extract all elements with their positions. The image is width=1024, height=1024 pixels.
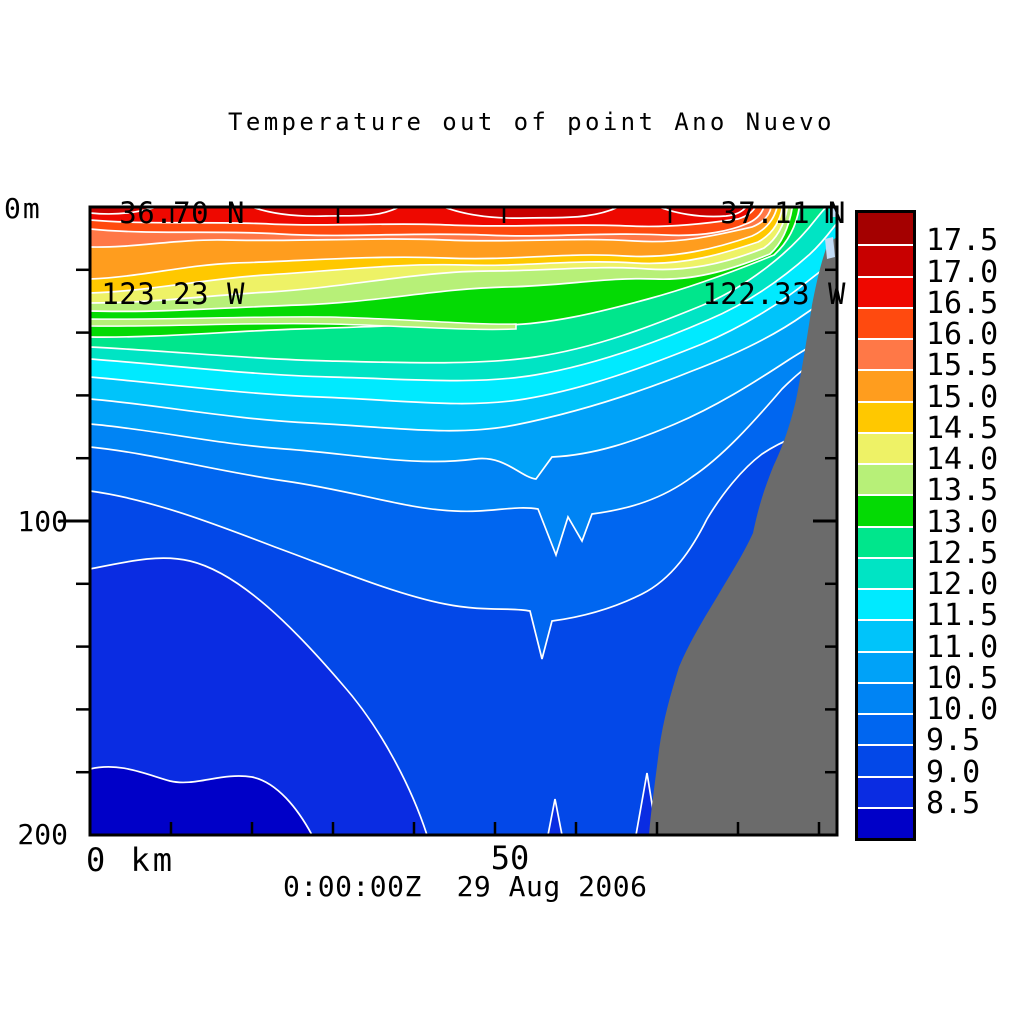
colorbar-boundary-label: 17.0 (926, 254, 999, 290)
colorbar-boundary-label: 17.5 (926, 223, 999, 259)
colorbar-boundary-label: 9.5 (926, 723, 981, 759)
colorbar-segment (858, 713, 913, 745)
colorbar-segment (858, 588, 913, 620)
depth-axis-label-100: 100 (17, 505, 68, 538)
inversion-band (90, 316, 517, 331)
colorbar-segment (858, 806, 913, 838)
colorbar-segment (858, 369, 913, 401)
coastal-pale-patch (830, 207, 837, 217)
valid-time-label: 0:00:00Z 29 Aug 2006 (283, 870, 648, 903)
colorbar-boundary-label: 15.5 (926, 348, 999, 384)
colorbar-boundary-label: 12.5 (926, 535, 999, 571)
colorbar-segment (858, 463, 913, 495)
colorbar-boundary-label: 15.0 (926, 379, 999, 415)
depth-axis-label-200: 200 (17, 818, 68, 851)
colorbar-boundary-label: 11.5 (926, 598, 999, 634)
colorbar-boundary-label: 10.0 (926, 692, 999, 727)
colorbar-segment (858, 525, 913, 557)
colorbar-segment (858, 619, 913, 651)
colorbar-boundary-label: 13.0 (926, 504, 999, 540)
colorbar-segment (858, 681, 913, 713)
colorbar-segment (858, 431, 913, 463)
end-latitude: 37.11 N (720, 196, 846, 230)
start-longitude: 123.23 W (101, 277, 245, 311)
colorbar-boundary-label: 8.5 (926, 785, 981, 821)
colorbar-boundary-label: 14.0 (926, 442, 999, 477)
plot-border (88, 205, 839, 837)
colorbar-segment (858, 556, 913, 588)
end-longitude: 122.33 W (702, 277, 846, 311)
contour-bands (90, 207, 837, 835)
colorbar-segment (858, 275, 913, 307)
start-latitude: 36.70 N (119, 196, 245, 230)
section-end-coordinates: 37.11 N 122.33 W (650, 146, 846, 335)
coastal-pale-patch (825, 237, 835, 259)
seafloor-bathymetry (649, 237, 837, 835)
temperature-colorbar (855, 210, 916, 841)
colorbar-boundary-label: 16.5 (926, 285, 999, 321)
colorbar-segment (858, 213, 913, 245)
colorbar-segment (858, 338, 913, 370)
colorbar-boundary-label: 12.0 (926, 567, 999, 602)
plot-title: Temperature out of point Ano Nuevo (228, 108, 835, 136)
colorbar-boundary-label: 10.5 (926, 660, 999, 696)
colorbar-segment (858, 306, 913, 338)
colorbar-boundary-label: 14.5 (926, 410, 999, 446)
colorbar-segment (858, 494, 913, 526)
distance-axis-label-50: 50 (490, 839, 530, 877)
colorbar-boundary-label: 16.0 (926, 317, 999, 352)
colorbar-boundary-label: 11.0 (926, 629, 999, 665)
colorbar-boundary-label: 13.5 (926, 473, 999, 509)
colorbar-segment (858, 775, 913, 807)
depth-axis-surface-label: 0m (4, 192, 42, 225)
colorbar-segment (858, 400, 913, 432)
section-start-coordinates: 36.70 N 123.23 W (95, 146, 245, 335)
colorbar-segment (858, 244, 913, 276)
colorbar-segment (858, 744, 913, 776)
colorbar-segment (858, 650, 913, 682)
distance-axis-origin-label: 0 km (86, 841, 176, 879)
colorbar-boundary-label: 9.0 (926, 754, 981, 790)
